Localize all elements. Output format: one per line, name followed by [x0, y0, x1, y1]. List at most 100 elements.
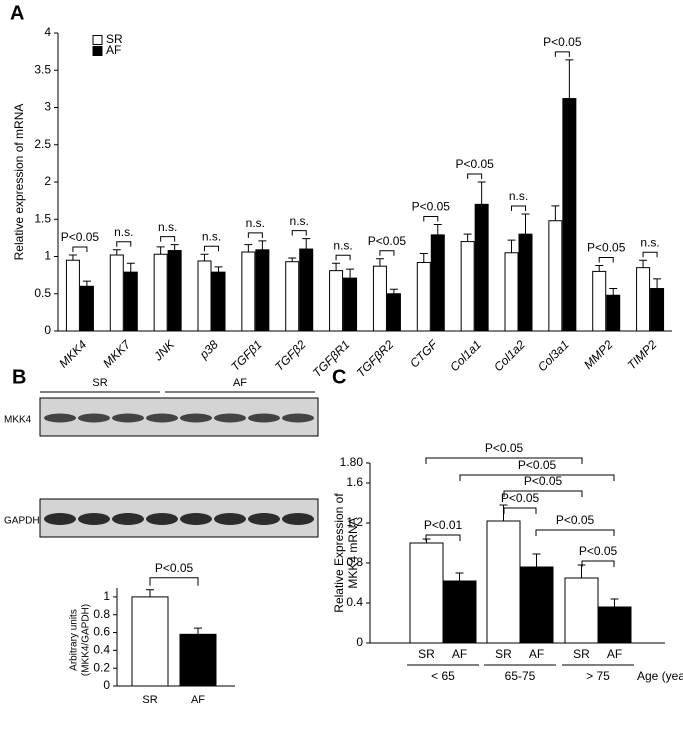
- blot-group-label: AF: [233, 377, 247, 389]
- error-bar: [346, 268, 355, 279]
- error-bar: [112, 249, 121, 256]
- significance-label: n.s.: [114, 225, 133, 239]
- error-bar: [170, 244, 179, 251]
- significance-label: P<0.01: [424, 518, 463, 532]
- blot-band: [214, 513, 246, 525]
- error-bar: [433, 223, 442, 235]
- x-tick-label: Col1a1: [447, 337, 484, 374]
- blot-group-label: SR: [92, 377, 107, 389]
- y-tick-label: 0.8: [346, 555, 363, 569]
- bar: [65, 259, 80, 332]
- significance-label: P<0.05: [155, 561, 194, 575]
- bar: [109, 254, 124, 332]
- significance-label: P<0.05: [501, 491, 540, 505]
- blot-row-label: MKK4: [4, 415, 32, 426]
- bar: [548, 220, 563, 332]
- blot-band: [78, 413, 110, 423]
- significance-bracket: [642, 251, 658, 258]
- bar: [409, 542, 444, 644]
- significance-bracket: [535, 529, 615, 536]
- error-bar: [244, 244, 253, 253]
- error-bar: [214, 266, 223, 273]
- error-bar: [126, 262, 135, 273]
- y-axis-label: Relative expression of mRNA: [12, 104, 26, 261]
- blot-band: [248, 413, 280, 423]
- x-tick-label: AF: [191, 694, 205, 706]
- significance-bracket: [247, 232, 263, 238]
- error-bar: [463, 233, 472, 242]
- bar: [211, 271, 226, 332]
- blot-band: [146, 513, 178, 525]
- error-bar: [455, 572, 464, 581]
- error-bar: [639, 259, 648, 268]
- error-bar: [332, 262, 341, 271]
- x-tick-label: 65-75: [505, 669, 536, 683]
- error-bar: [156, 246, 165, 255]
- bar: [597, 606, 632, 644]
- y-tick-label: 0.5: [34, 286, 51, 300]
- y-tick-label: 3.5: [34, 62, 51, 76]
- blot-band: [112, 513, 144, 525]
- significance-bracket: [160, 236, 176, 242]
- bar: [518, 233, 533, 332]
- blot-band: [248, 513, 280, 525]
- panel-label: C: [332, 366, 346, 388]
- significance-bracket: [204, 245, 219, 252]
- bar: [241, 251, 256, 332]
- blot-band: [180, 513, 212, 525]
- x-tick-label: TIMP2: [625, 337, 660, 372]
- x-tick-label: TGFβ1: [228, 337, 264, 373]
- error-bar: [609, 288, 618, 296]
- error-bar: [595, 264, 604, 272]
- significance-label: n.s.: [290, 214, 309, 228]
- y-axis-label: Relative Expression of: [332, 493, 346, 613]
- y-tick-label: 3: [44, 100, 51, 114]
- significance-label: n.s.: [246, 216, 265, 230]
- error-bar: [68, 254, 77, 261]
- significance-bracket: [503, 490, 583, 497]
- bar: [430, 234, 445, 332]
- x-tick-label: JNK: [150, 337, 177, 364]
- significance-label: n.s.: [202, 229, 221, 243]
- bar: [442, 580, 477, 644]
- y-tick-label: 1.5: [34, 211, 51, 225]
- significance-bracket: [425, 457, 583, 464]
- y-tick-label: 0: [103, 678, 110, 692]
- significance-bracket: [467, 173, 483, 179]
- blot-band: [282, 513, 314, 525]
- significance-bracket: [459, 474, 615, 481]
- bar: [504, 252, 519, 332]
- bar: [386, 293, 401, 332]
- significance-bracket: [425, 534, 461, 541]
- panel-label: A: [10, 2, 24, 24]
- y-tick-label: 0.2: [93, 660, 110, 674]
- bar: [79, 285, 94, 332]
- y-axis-label: (MKK4/GAPDH): [81, 604, 92, 676]
- bar: [519, 566, 554, 644]
- error-bar: [507, 239, 516, 253]
- significance-bracket: [335, 254, 351, 261]
- y-axis-label: Arbitrary units: [69, 609, 80, 671]
- significance-bracket: [598, 256, 614, 263]
- significance-label: n.s.: [509, 189, 528, 203]
- error-bar: [521, 213, 530, 235]
- error-bar: [532, 553, 541, 567]
- x-tick-label: SR: [142, 694, 157, 706]
- error-bar: [146, 589, 154, 597]
- significance-bracket: [149, 577, 199, 586]
- x-tick-label: > 75: [586, 669, 610, 683]
- bar: [123, 271, 138, 332]
- blot-band: [180, 413, 212, 423]
- blot-band: [44, 513, 76, 525]
- legend-label: SR: [106, 32, 123, 46]
- bar: [197, 260, 212, 332]
- significance-label: n.s.: [640, 235, 659, 249]
- bar: [131, 596, 169, 687]
- blot-band: [112, 413, 144, 423]
- bar-label: SR: [418, 647, 435, 661]
- significance-label: P<0.05: [485, 441, 524, 455]
- y-tick-label: 2.5: [34, 137, 51, 151]
- error-bar: [565, 59, 574, 99]
- y-tick-label: 0.4: [346, 595, 363, 609]
- bar: [474, 203, 489, 332]
